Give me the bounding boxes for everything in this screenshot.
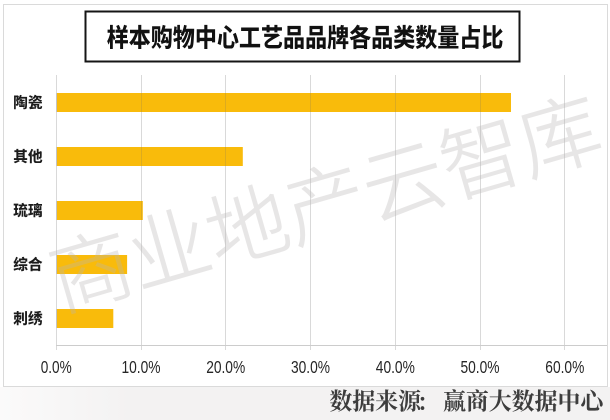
svg-text:40.0%: 40.0% [376,357,415,377]
svg-text:20.0%: 20.0% [206,357,245,377]
svg-text:50.0%: 50.0% [461,357,500,377]
svg-text:60.0%: 60.0% [545,357,584,377]
svg-text:10.0%: 10.0% [122,357,161,377]
svg-text:0.0%: 0.0% [41,357,72,377]
svg-text:30.0%: 30.0% [291,357,330,377]
